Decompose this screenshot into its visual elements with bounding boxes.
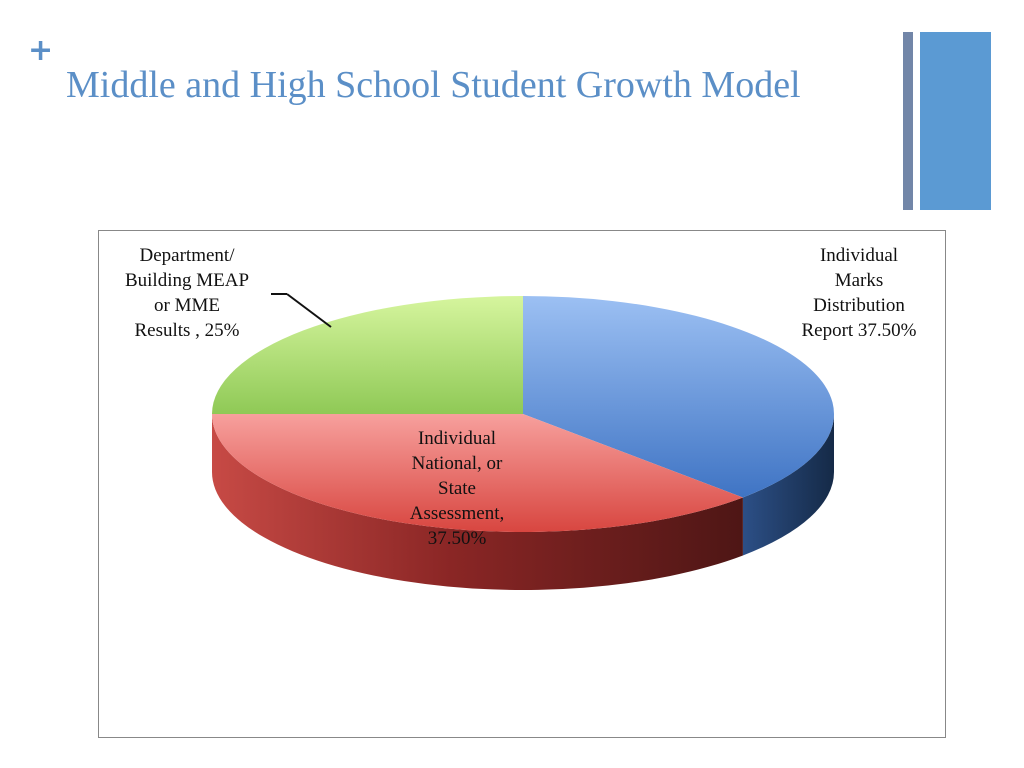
data-label-marks-distribution: Individual Marks Distribution Report 37.50%	[801, 245, 916, 341]
data-label-line: Individual	[418, 428, 496, 449]
slide-plus: +	[28, 33, 54, 68]
data-label-meap-mme: Department/Building MEAP or MME Results , …	[125, 245, 249, 341]
data-label-line: Results , 25%	[134, 320, 239, 341]
slide-title: Middle and High School Student Growth Mo…	[66, 64, 801, 106]
data-label-assessment: Individual National, or State Assessment, 37…	[410, 428, 504, 549]
pie-side-assessment	[211, 414, 743, 590]
data-label-line: Distribution	[813, 295, 905, 316]
accent-bar-thin	[903, 32, 913, 210]
data-label-line: State	[438, 478, 476, 499]
pie-slice-meap-mme	[212, 296, 523, 414]
leader-line	[286, 293, 332, 328]
pie-chart: Individual Marks Distribution Report 37.50%…	[125, 245, 917, 590]
pie-slice-assessment	[211, 414, 743, 532]
pie-slice-marks-distribution	[523, 296, 834, 498]
data-label-line: Marks	[835, 270, 884, 291]
chart-frame: Individual Marks Distribution Report 37.50%…	[98, 230, 946, 738]
accent-bar-wide	[920, 32, 991, 210]
data-label-line: National, or	[412, 453, 503, 474]
data-label-line: Building MEAP	[125, 270, 249, 291]
data-label-line: 37.50%	[428, 528, 487, 549]
data-label-line: Department/	[140, 245, 236, 266]
data-label-line: Individual	[820, 245, 898, 266]
data-label-line: Report 37.50%	[801, 320, 916, 341]
pie-side-marks-distribution	[742, 414, 834, 556]
data-label-line: or MME	[154, 295, 220, 316]
data-label-line: Assessment,	[410, 503, 504, 524]
